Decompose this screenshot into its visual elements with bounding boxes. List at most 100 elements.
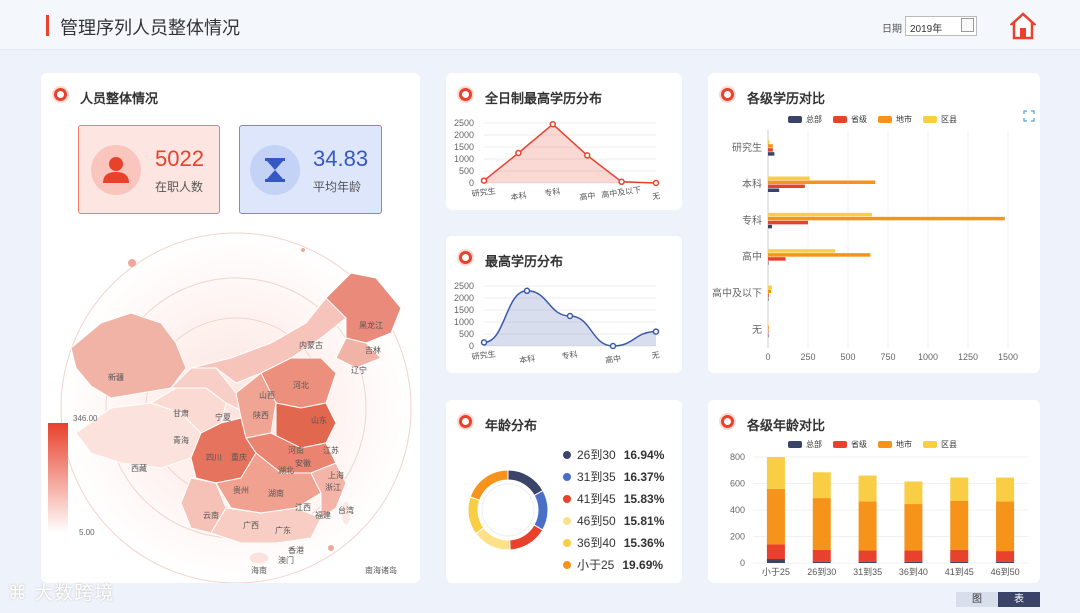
bar[interactable] [768,329,769,334]
donut-legend-item[interactable]: 41到45 15.83% [563,490,664,507]
stacked-bar-segment[interactable] [812,549,831,562]
x-tick-label: 26到30 [807,566,836,577]
legend-label[interactable]: 地市 [896,114,912,124]
stacked-bar-segment[interactable] [812,472,831,499]
stacked-bar-segment[interactable] [950,477,969,501]
bar[interactable] [768,180,876,185]
stacked-bar-segment[interactable] [766,488,785,545]
y-tick-label: 研究生 [732,141,762,154]
stacked-bar-segment[interactable] [996,477,1015,502]
legend-swatch [878,116,892,123]
stacked-bar-segment[interactable] [766,559,785,563]
stacked-bar-segment[interactable] [996,551,1015,562]
data-point[interactable] [618,178,625,186]
highest-edu-chart[interactable]: 0 500 1000 1500 2000 2500 研究生 本科 专科 高中 无 [446,276,682,373]
bar[interactable] [768,188,780,193]
bar[interactable] [768,297,769,302]
calendar-icon[interactable] [961,18,974,32]
table-view-tab[interactable]: 表 [998,592,1040,607]
legend-label[interactable]: 省级 [851,439,867,449]
expand-icon[interactable] [1023,110,1035,122]
stacked-bar-segment[interactable] [812,498,831,550]
stacked-bar-segment[interactable] [950,561,969,563]
bar[interactable] [768,216,1005,221]
map-region-label: 澳门 [278,555,294,565]
data-point[interactable] [515,149,522,157]
stacked-bar-segment[interactable] [904,550,923,562]
data-point[interactable] [609,342,617,350]
legend-label[interactable]: 省级 [851,114,867,124]
data-point[interactable] [652,328,660,335]
bar[interactable] [768,152,775,156]
stacked-bar-segment[interactable] [858,501,877,551]
bar[interactable] [768,144,773,148]
bar[interactable] [768,184,805,189]
stacked-bar-segment[interactable] [904,561,923,563]
bar[interactable] [768,285,772,290]
chart-view-tab[interactable]: 图 [956,592,998,607]
bar[interactable] [768,321,769,326]
donut-slice[interactable] [533,489,549,531]
bar[interactable] [768,220,808,225]
data-point[interactable] [652,179,660,187]
stacked-bar-segment[interactable] [996,501,1015,552]
bar[interactable] [768,148,773,152]
bar[interactable] [768,325,769,330]
stacked-bar-segment[interactable] [766,457,785,489]
stacked-bar-segment[interactable] [950,549,969,562]
data-point[interactable] [583,152,591,159]
area-fill [484,124,656,183]
stacked-bar-segment[interactable] [904,504,923,551]
stacked-bar-segment[interactable] [904,481,923,505]
home-icon[interactable] [1010,12,1036,40]
age-compare-chart[interactable]: 总部 省级 地市 区县 0 200 400 600 800 小于25 26到30 31到35 36到40… [708,435,1040,583]
legend-label[interactable]: 总部 [806,439,822,449]
stacked-bar-segment[interactable] [766,544,785,560]
x-tick-label: 无 [652,191,661,201]
bar[interactable] [768,140,770,144]
data-point[interactable] [566,312,574,320]
stacked-bar-segment[interactable] [996,561,1015,563]
stacked-bar-segment[interactable] [950,500,969,550]
map-color-scale[interactable] [48,423,68,533]
donut-slice[interactable] [507,469,544,497]
bar[interactable] [768,249,836,253]
edu-compare-chart[interactable]: 总部 省级 地市 区县 0 250 500 750 1000 1250 1500 研究生本科专科高中高… [708,108,1040,373]
legend-pct: 16.94% [623,448,665,462]
bar[interactable] [768,289,772,294]
donut-legend-item[interactable]: 31到35 16.37% [563,468,664,485]
donut-legend-item[interactable]: 26到30 16.94% [563,446,664,463]
age-donut-chart[interactable] [460,462,556,558]
stacked-bar-segment[interactable] [858,550,877,562]
donut-slice[interactable] [467,496,485,535]
bar[interactable] [768,261,769,265]
data-point[interactable] [549,120,557,128]
scale-min: 5.00 [79,528,95,537]
legend-label[interactable]: 地市 [896,439,912,449]
bar[interactable] [768,293,769,298]
legend-label[interactable]: 区县 [941,115,957,124]
bar[interactable] [768,257,786,261]
donut-slice[interactable] [469,469,509,501]
donut-legend-item[interactable]: 36到40 15.36% [563,534,664,551]
data-point[interactable] [480,177,488,184]
data-point[interactable] [480,339,488,346]
stacked-bar-segment[interactable] [812,561,831,563]
bar[interactable] [768,212,872,217]
bar[interactable] [768,253,871,257]
stacked-bar-segment[interactable] [858,475,877,502]
legend-label[interactable]: 总部 [806,114,822,124]
donut-legend-item[interactable]: 46到50 15.81% [563,512,664,529]
bar[interactable] [768,224,772,229]
stacked-bar-segment[interactable] [858,561,877,563]
bar[interactable] [768,176,810,181]
fulltime-edu-chart[interactable]: 0 500 1000 1500 2000 2500 研究生 本科 专科 高中 高中及以下无 [446,113,682,210]
legend-label[interactable]: 区县 [941,440,957,449]
page-title: 管理序列人员整体情况 [60,18,240,38]
data-point[interactable] [523,287,531,295]
bar[interactable] [768,333,769,338]
map-region-label: 安徽 [295,458,311,468]
date-picker[interactable]: 2019年 [905,16,977,36]
donut-legend-item[interactable]: 小于25 19.69% [563,556,663,573]
